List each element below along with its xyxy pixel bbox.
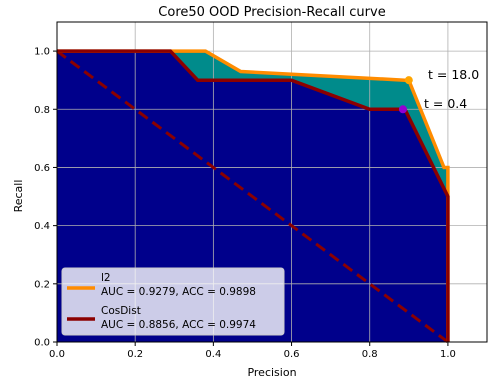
legend-stats-cosdist: AUC = 0.8856, ACC = 0.9974 bbox=[101, 319, 256, 331]
y-tick-label: 0.2 bbox=[34, 279, 50, 290]
x-tick-label: 1.0 bbox=[440, 349, 456, 360]
baseline-dashed-line bbox=[56, 49, 449, 344]
x-tick-label: 0.4 bbox=[205, 349, 221, 360]
threshold-marker-l2 bbox=[404, 76, 413, 85]
y-tick-label: 0.4 bbox=[34, 221, 50, 232]
axes-frame bbox=[56, 21, 488, 343]
x-axis-label: Precision bbox=[247, 366, 296, 379]
y-tick-label: 1.0 bbox=[34, 47, 50, 58]
legend-label-l2: l2 bbox=[101, 272, 111, 284]
y-tick-label: 0.0 bbox=[34, 338, 50, 349]
legend: l2 AUC = 0.9279, ACC = 0.9898 CosDist AUC =… bbox=[61, 267, 285, 336]
chart-title: Core50 OOD Precision-Recall curve bbox=[158, 5, 385, 20]
x-tick-label: 0.8 bbox=[362, 349, 378, 360]
y-tick-label: 0.8 bbox=[34, 105, 50, 116]
x-tick-label: 0.2 bbox=[127, 349, 143, 360]
plot-area: t = 18.0 t = 0.4 0.0 0.2 0.4 0.6 0.8 1.0 0.0 0.2 0… bbox=[34, 21, 488, 360]
x-tick-label: 0.0 bbox=[49, 349, 65, 360]
legend-box bbox=[61, 267, 285, 336]
threshold-marker-cosdist bbox=[398, 105, 407, 114]
y-tick-label: 0.6 bbox=[34, 163, 50, 174]
legend-stats-l2: AUC = 0.9279, ACC = 0.9898 bbox=[101, 286, 256, 298]
threshold-label-l2: t = 18.0 bbox=[428, 67, 479, 82]
x-tick-label: 0.6 bbox=[284, 349, 300, 360]
legend-label-cosdist: CosDist bbox=[101, 305, 141, 317]
threshold-label-cosdist: t = 0.4 bbox=[424, 96, 467, 111]
series-line-cosdist bbox=[57, 49, 450, 342]
y-axis-label: Recall bbox=[12, 180, 25, 213]
